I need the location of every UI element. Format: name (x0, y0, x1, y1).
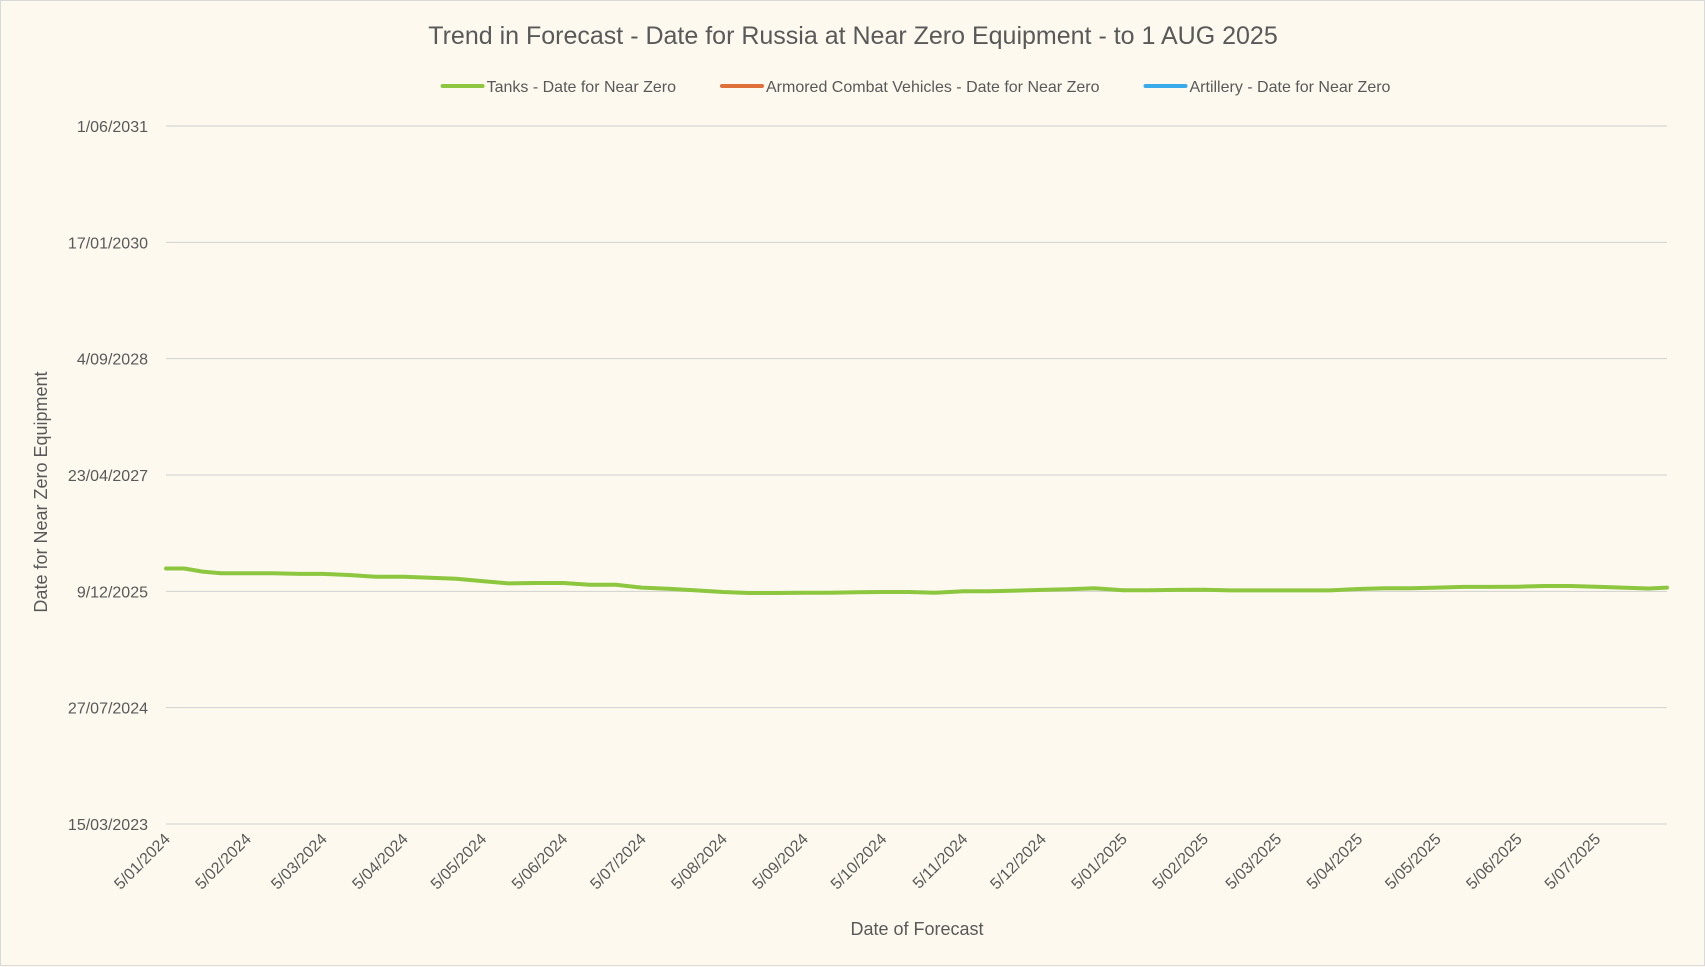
x-tick-label: 5/03/2024 (268, 831, 330, 893)
y-tick-label: 27/07/2024 (68, 701, 148, 718)
y-tick-label: 1/06/2031 (77, 119, 148, 136)
x-tick-label: 5/08/2024 (668, 831, 730, 893)
series-line-tanks-date-for-near-zero (164, 566, 1669, 595)
x-tick-label: 5/07/2025 (1542, 831, 1604, 893)
x-tick-label: 5/03/2025 (1223, 831, 1285, 893)
y-tick-label: 4/09/2028 (77, 352, 148, 369)
x-tick-label: 5/04/2025 (1304, 831, 1366, 893)
x-tick-label: 5/05/2024 (428, 831, 490, 893)
legend-item-artillery-date-for-near-zero: Artillery - Date for Near Zero (1143, 79, 1391, 96)
x-tick-label: 5/06/2024 (509, 831, 571, 893)
chart-title: Trend in Forecast - Date for Russia at N… (428, 22, 1277, 50)
x-tick-label: 5/06/2025 (1463, 831, 1525, 893)
y-tick-label: 23/04/2027 (68, 468, 148, 485)
y-tick-label: 9/12/2025 (77, 584, 148, 601)
x-tick-label: 5/01/2025 (1069, 831, 1131, 893)
x-tick-label: 5/11/2024 (910, 831, 972, 893)
legend-label: Armored Combat Vehicles - Date for Near … (766, 79, 1100, 96)
legend-label: Tanks - Date for Near Zero (487, 79, 676, 96)
x-tick-label: 5/02/2024 (193, 831, 255, 893)
x-axis-ticks: 5/01/2024 5/02/2024 5/03/2024 5/04/2024 5/05… (111, 831, 1604, 893)
x-tick-label: 5/10/2024 (828, 831, 890, 893)
x-tick-label: 5/05/2025 (1382, 831, 1444, 893)
x-axis-title: Date of Forecast (850, 919, 983, 939)
x-tick-label: 5/01/2024 (111, 831, 173, 893)
y-tick-label: 15/03/2023 (68, 817, 148, 834)
legend-item-tanks-date-for-near-zero: Tanks - Date for Near Zero (440, 79, 676, 96)
x-tick-label: 5/09/2024 (750, 831, 812, 893)
y-axis-ticks: 15/03/2023 27/07/2024 9/12/2025 23/04/2027 4… (68, 119, 148, 834)
x-tick-label: 5/12/2024 (987, 831, 1049, 893)
legend-label: Artillery - Date for Near Zero (1190, 79, 1391, 96)
x-tick-label: 5/04/2024 (349, 831, 411, 893)
x-tick-label: 5/02/2025 (1150, 831, 1212, 893)
chart-legend: Tanks - Date for Near Zero Armored Combat… (440, 79, 1391, 96)
series-lines (164, 566, 1669, 595)
x-tick-label: 5/07/2024 (587, 831, 649, 893)
gridlines (166, 125, 1667, 825)
legend-item-armored-combat-vehicles-date-for-near-zero: Armored Combat Vehicles - Date for Near … (720, 79, 1100, 96)
y-axis-title: Date for Near Zero Equipment (31, 371, 51, 612)
y-tick-label: 17/01/2030 (68, 235, 148, 252)
